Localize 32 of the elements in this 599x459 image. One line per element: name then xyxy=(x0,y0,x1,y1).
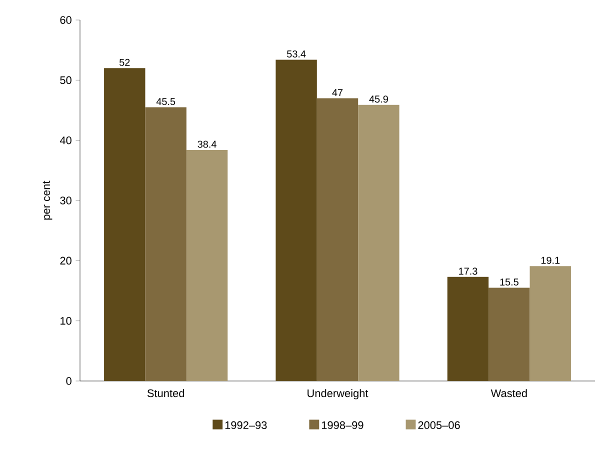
bar xyxy=(530,266,571,381)
legend-label: 1992–93 xyxy=(225,421,267,430)
y-tick-label: 20 xyxy=(60,256,72,265)
data-label: 38.4 xyxy=(198,140,216,148)
bar xyxy=(316,98,358,381)
legend-label: 1998–99 xyxy=(322,421,364,430)
data-label: 53.4 xyxy=(287,50,306,58)
bar xyxy=(104,68,146,381)
x-tick-label: Wasted xyxy=(490,389,527,398)
y-tick-label: 0 xyxy=(66,377,72,385)
bar xyxy=(358,104,400,381)
legend-label: 2005–06 xyxy=(418,421,460,430)
bar xyxy=(186,150,228,381)
data-label: 45.5 xyxy=(156,98,176,106)
y-tick-label: 30 xyxy=(60,196,72,204)
y-axis-title: per cent xyxy=(42,180,52,220)
bar xyxy=(447,276,489,381)
y-tick-label: 60 xyxy=(60,16,72,24)
data-label: 19.1 xyxy=(541,256,560,264)
data-label: 17.3 xyxy=(459,268,478,275)
data-label: 52 xyxy=(120,58,130,66)
data-label: 47 xyxy=(332,89,343,96)
data-label: 45.9 xyxy=(369,96,388,103)
bar xyxy=(488,288,530,381)
y-tick-label: 40 xyxy=(60,136,72,144)
data-label: 15.5 xyxy=(500,278,518,286)
bar xyxy=(276,60,317,381)
x-tick-label: Underweight xyxy=(308,389,368,400)
y-tick-label: 50 xyxy=(60,76,72,84)
y-tick-label: 10 xyxy=(60,316,72,325)
x-tick-label: Stunted xyxy=(147,389,184,398)
bar xyxy=(145,107,186,381)
